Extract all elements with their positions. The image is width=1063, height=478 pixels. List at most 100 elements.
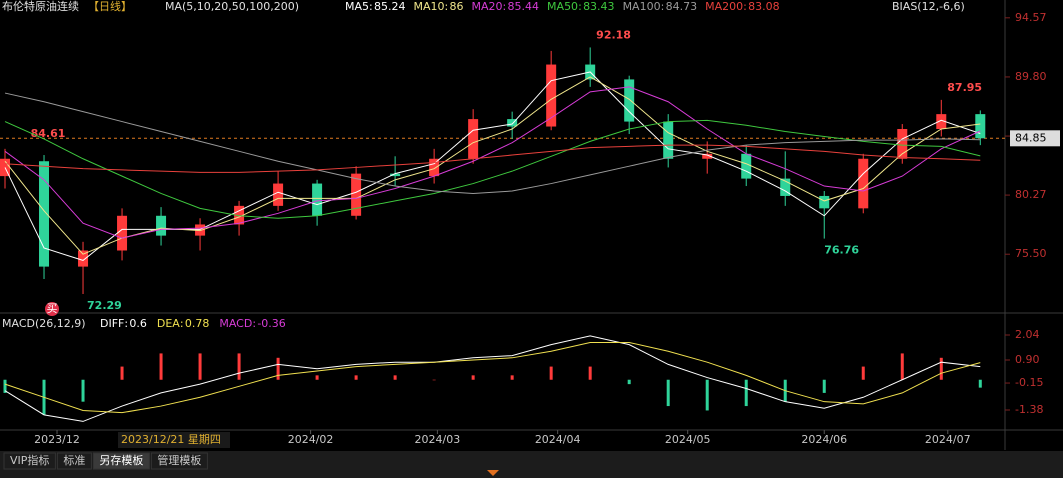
candle-body — [39, 161, 50, 267]
legend-sep: : — [369, 0, 373, 13]
macd-title: MACD(26,12,9) — [2, 317, 86, 330]
current-price-box — [1010, 130, 1060, 147]
macd-legend-value: 0.78 — [185, 317, 210, 330]
macd-legend-name: DIFF — [100, 317, 124, 330]
macd-bar — [237, 353, 241, 380]
macd-legend-value: 0.6 — [129, 317, 147, 330]
bias-label: BIAS(12,-6,6) — [892, 0, 965, 13]
ma-line — [4, 86, 981, 239]
candle-body — [897, 129, 908, 159]
candle-body — [741, 153, 752, 179]
macd-bar — [198, 353, 202, 380]
legend-value: 84.73 — [666, 0, 698, 13]
macd-bar — [900, 353, 904, 380]
x-tick-label: 2024/02 — [288, 433, 334, 446]
candle-body — [429, 158, 440, 177]
tab-bg — [92, 452, 150, 470]
period: 【日线】 — [88, 0, 132, 13]
legend-sep: : — [445, 0, 449, 13]
macd-bar — [159, 353, 163, 380]
candle-body — [936, 114, 947, 130]
candle-body — [390, 173, 401, 177]
x-tick-label: 2024/05 — [665, 433, 711, 446]
legend-name: MA10 — [414, 0, 445, 13]
tab[interactable]: VIP指标 — [10, 453, 49, 467]
macd-bar — [978, 379, 982, 388]
legend-value: 83.08 — [748, 0, 780, 13]
candle-body — [507, 119, 518, 127]
x-tick-label: 2024/06 — [801, 433, 847, 446]
candle-body — [702, 153, 713, 159]
legend-value: 85.24 — [374, 0, 406, 13]
legend-sep: : — [743, 0, 747, 13]
macd-bar — [510, 375, 514, 380]
macd-bar — [3, 379, 7, 393]
legend-name: MA20 — [472, 0, 503, 13]
buy-marker: 买 — [47, 302, 58, 315]
legend-name: MA200 — [705, 0, 743, 13]
macd-bar — [120, 366, 124, 380]
ma-line — [4, 92, 981, 194]
legend-sep: : — [252, 317, 256, 330]
macd-y-tick-label: 2.04 — [1015, 328, 1040, 341]
macd-legend-name: DEA — [157, 317, 180, 330]
ma-line — [4, 144, 981, 173]
candle-body — [117, 215, 128, 251]
macd-bar — [705, 379, 709, 411]
macd-bar — [354, 375, 358, 380]
legend-sep: : — [124, 317, 128, 330]
cursor-date-box — [118, 432, 230, 448]
legend-sep: : — [578, 0, 582, 13]
candle-body — [546, 64, 557, 127]
ma-label: MA(5,10,20,50,100,200) — [165, 0, 299, 13]
extreme-label: 87.95 — [947, 81, 982, 94]
candle-body — [624, 79, 635, 122]
extreme-label: 92.18 — [596, 28, 631, 41]
y-tick-label: 89.80 — [1015, 70, 1047, 83]
extreme-label: 72.29 — [87, 299, 122, 312]
macd-bar — [627, 379, 631, 385]
macd-y-tick-label: 0.90 — [1015, 353, 1040, 366]
tab-bg — [150, 452, 208, 470]
candle-body — [78, 250, 89, 267]
legend-name: MA100 — [623, 0, 661, 13]
ma-line — [4, 76, 981, 255]
current-price: 84.85 — [1015, 131, 1047, 144]
x-tick-label: 2024/07 — [925, 433, 971, 446]
macd-bar — [315, 375, 319, 380]
macd-y-tick-label: -0.15 — [1015, 376, 1043, 389]
macd-bar — [861, 366, 865, 380]
candle-body — [273, 183, 284, 206]
macd-bar — [588, 366, 592, 380]
tab[interactable]: 管理模板 — [157, 453, 201, 467]
legend-name: MA5 — [345, 0, 369, 13]
tab[interactable]: 标准 — [63, 453, 85, 467]
macd-bar — [939, 357, 943, 380]
legend-value: 85.44 — [508, 0, 540, 13]
x-tick-label: 2023/12 — [34, 433, 80, 446]
macd-legend-value: -0.36 — [257, 317, 285, 330]
macd-bar — [666, 379, 670, 407]
legend-value: 86 — [450, 0, 464, 13]
tab-bg — [56, 452, 92, 470]
candle-body — [234, 205, 245, 225]
macd-bar — [744, 379, 748, 407]
chart-title: 布伦特原油连续 — [2, 0, 79, 13]
macd-bar — [471, 375, 475, 380]
candle-body — [819, 195, 830, 209]
extreme-label: 76.76 — [824, 244, 859, 257]
x-tick-label: 2024/04 — [535, 433, 581, 446]
candle-body — [351, 173, 362, 216]
candle-body — [156, 215, 167, 236]
y-tick-label: 80.27 — [1015, 188, 1047, 201]
macd-line — [4, 341, 981, 414]
macd-legend-name: MACD — [219, 317, 252, 330]
candle-body — [975, 114, 986, 139]
tab[interactable]: 另存模板 — [99, 453, 143, 467]
legend-name: MA50 — [547, 0, 578, 13]
collapse-arrow — [487, 470, 499, 476]
buy-marker-bg — [45, 302, 59, 316]
macd-bar — [549, 366, 553, 380]
